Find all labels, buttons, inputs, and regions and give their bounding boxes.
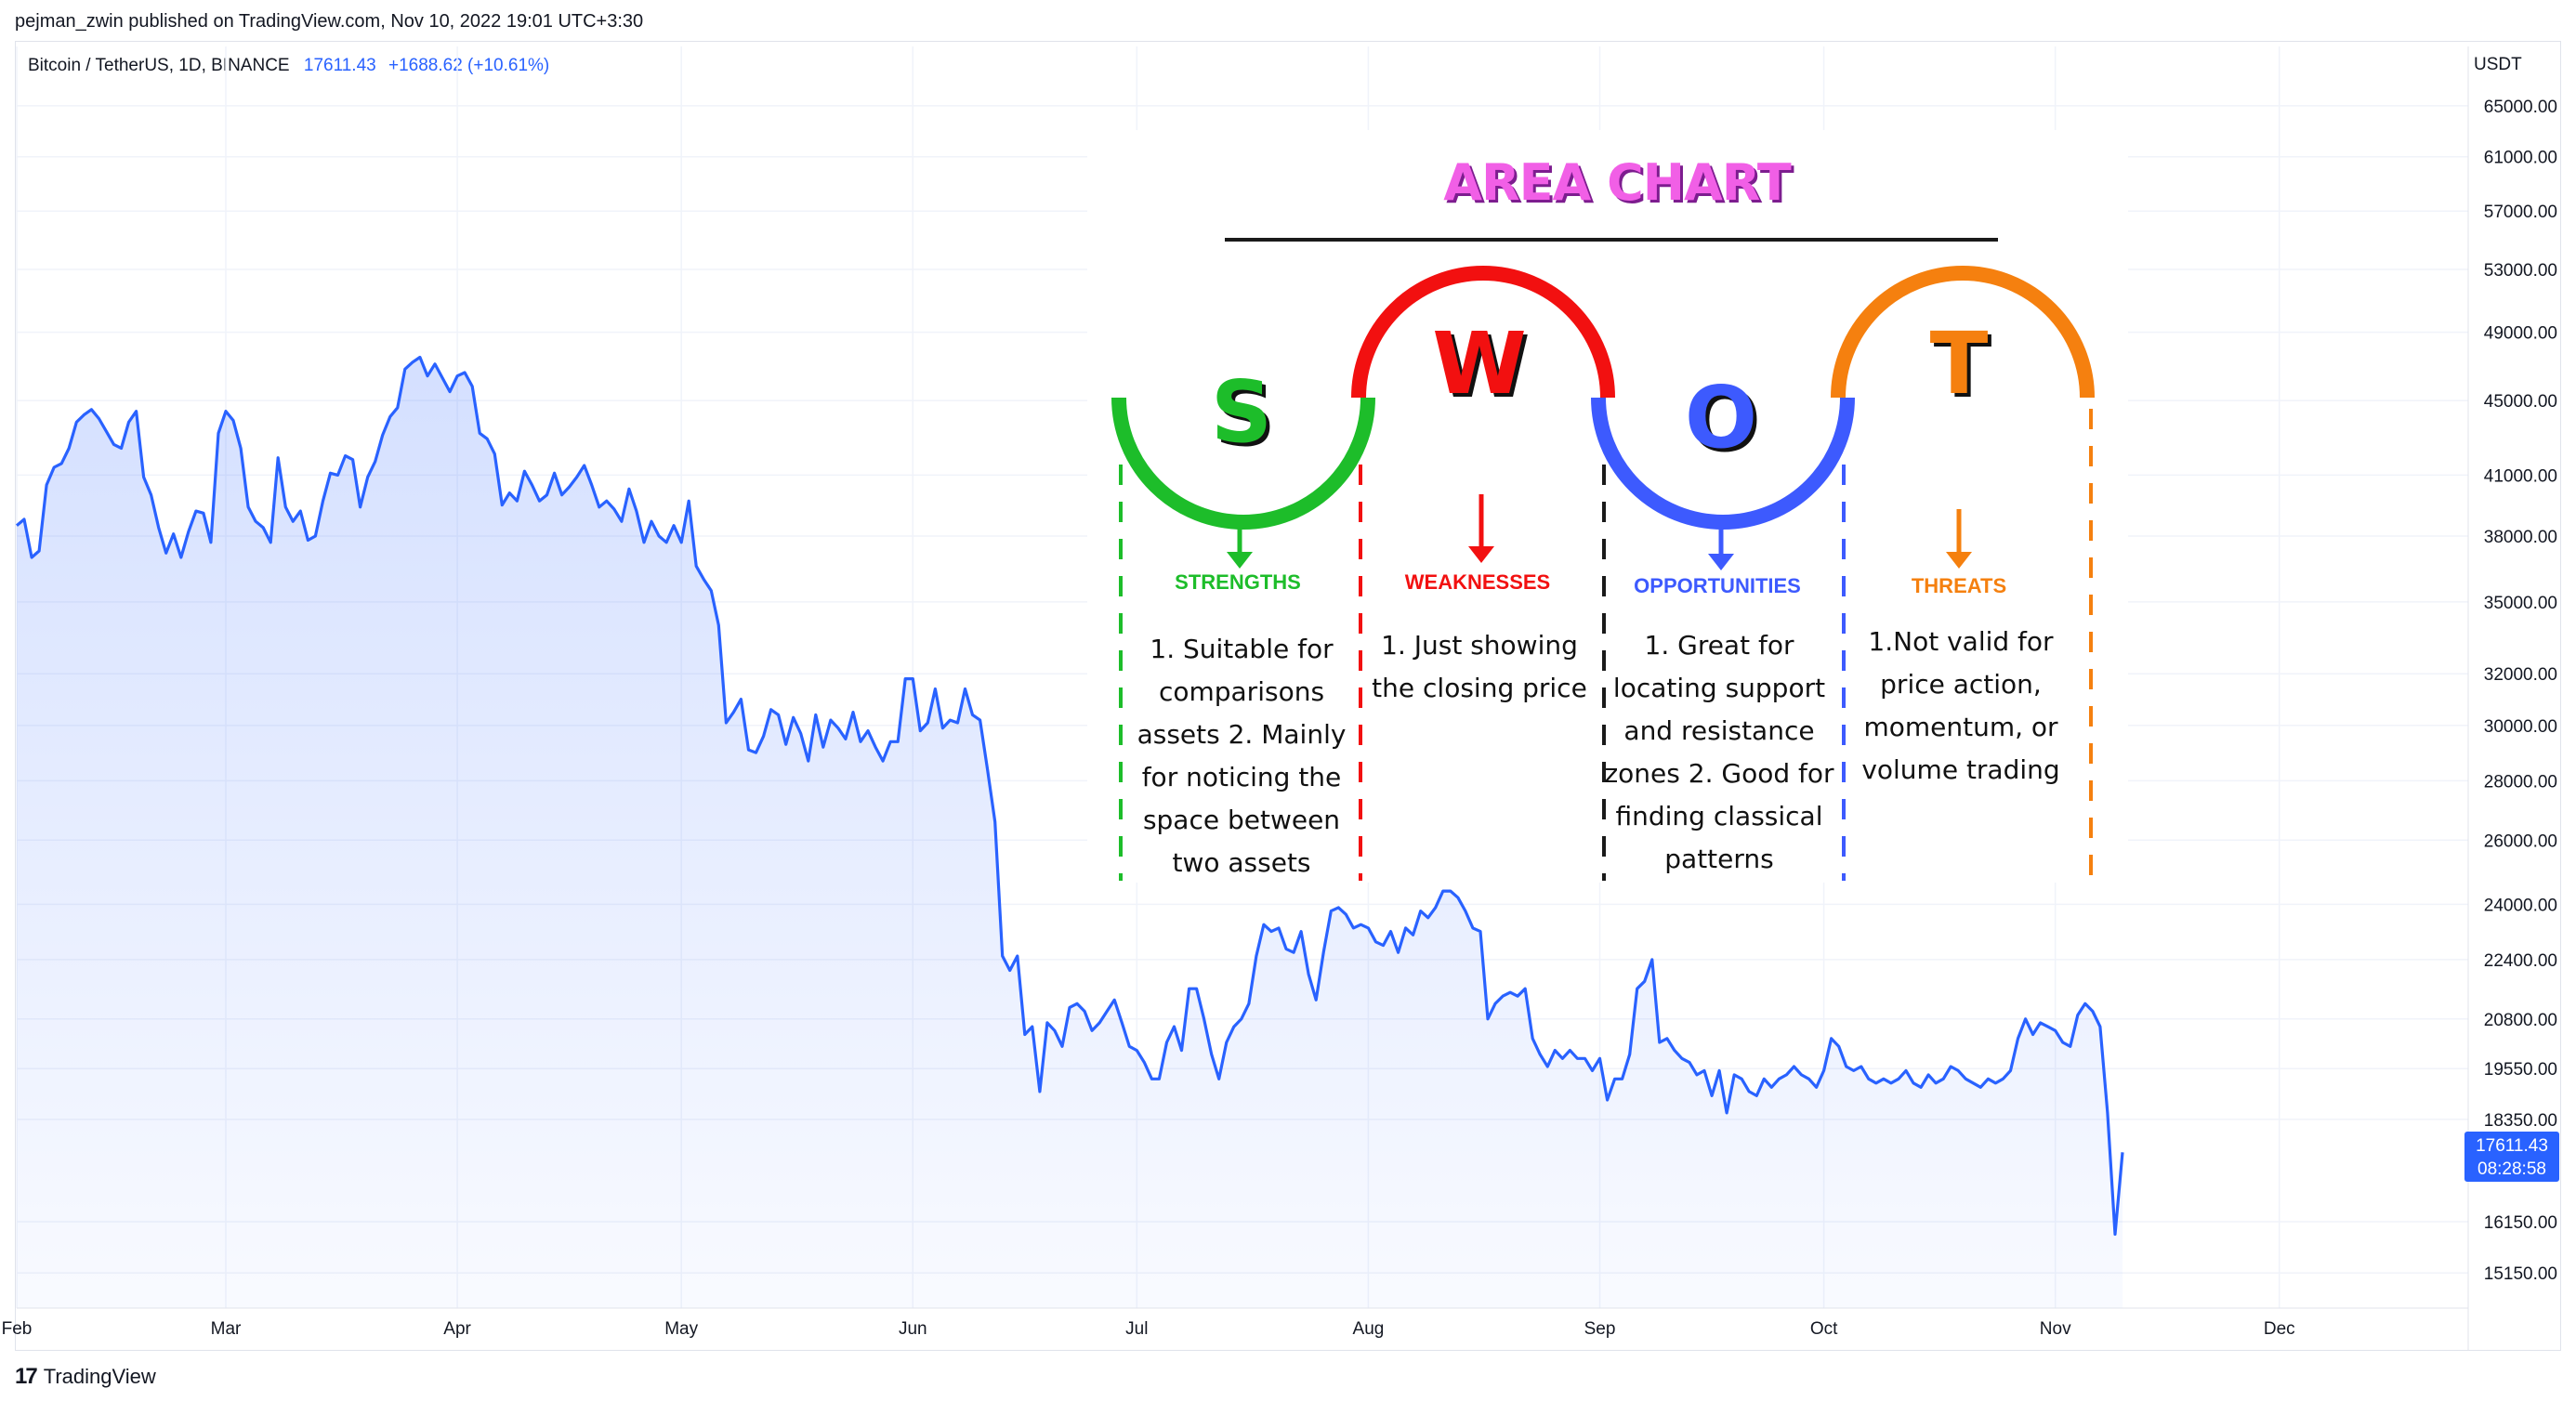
swot-title: AREA CHART [1443,153,1791,212]
x-tick-label: Apr [443,1319,471,1339]
arrow-head-icon [1227,552,1253,569]
tradingview-footer[interactable]: 17 TradingView [15,1364,156,1390]
chart-frame[interactable] [15,41,2561,1351]
swot-arc [1111,397,1375,530]
x-tick-label: Aug [1353,1319,1385,1339]
y-tick-label: 19550.00 [2484,1060,2557,1080]
y-tick-label: 24000.00 [2484,896,2557,915]
arrow-head-icon [1468,546,1494,563]
y-tick-label: 38000.00 [2484,528,2557,547]
swot-letter-s: S [1210,362,1273,462]
time-axis: Feb Mar Apr May Jun Jul Aug Sep Oct Nov Dec [2,1307,2468,1339]
y-tick-label: 57000.00 [2484,203,2557,222]
price-line [15,355,2124,1237]
opportunities-heading: OPPORTUNITIES [1634,574,1801,597]
x-tick-label: Feb [2,1319,33,1339]
price-change: +1688.62 (+10.61%) [388,56,550,75]
swot-letter-w: W [1432,314,1527,413]
y-tick-label: 15150.00 [2484,1264,2557,1284]
swot-arc [1831,266,2095,399]
bar-countdown: 08:28:58 [2477,1159,2546,1179]
last-price-value: 17611.43 [2476,1136,2548,1156]
threats-heading: THREATS [1911,574,2007,597]
y-tick-label: 61000.00 [2484,149,2557,168]
tradingview-logo-icon: 17 [15,1364,38,1389]
y-tick-label: 20800.00 [2484,1011,2557,1030]
y-tick-label: 53000.00 [2484,261,2557,281]
weaknesses-text: 1. Just showing the closing price [1372,630,1587,703]
axis-unit-label: USDT [2474,55,2522,74]
y-tick-label: 30000.00 [2484,717,2557,737]
price-axis: 65000.00 61000.00 57000.00 53000.00 49000.00… [2467,46,2557,1351]
arrow-head-icon [1946,552,1972,569]
x-tick-label: Oct [1810,1319,1838,1339]
y-tick-label: 28000.00 [2484,772,2557,792]
swot-letter-o: O [1684,368,1758,467]
x-tick-label: Jul [1125,1319,1148,1339]
publisher-info: pejman_zwin published on TradingView.com… [15,11,644,32]
x-tick-label: Jun [899,1319,927,1339]
x-tick-label: Mar [211,1319,242,1339]
arrow-head-icon [1708,554,1734,570]
x-tick-label: May [664,1319,698,1339]
price-area-fill [17,357,2123,1308]
tradingview-brand[interactable]: TradingView [43,1365,156,1388]
x-tick-label: Nov [2040,1319,2071,1339]
last-price-label: 17611.43 08:28:58 [2464,1132,2559,1182]
y-tick-label: 65000.00 [2484,98,2557,117]
y-tick-label: 41000.00 [2484,466,2557,486]
strengths-heading: STRENGTHS [1175,570,1301,594]
y-tick-label: 35000.00 [2484,594,2557,613]
y-tick-label: 22400.00 [2484,951,2557,971]
y-tick-label: 26000.00 [2484,831,2557,851]
strengths-text: 1. Suitable for comparisons assets 2. Main… [1137,634,1347,878]
opportunities-text: 1. Great for locating support and resistan… [1604,630,1834,874]
y-tick-label: 45000.00 [2484,392,2557,412]
symbol-title[interactable]: Bitcoin / TetherUS, 1D, BINANCE [28,56,290,75]
x-tick-label: Dec [2264,1319,2295,1339]
x-tick-label: Sep [1584,1319,1616,1339]
y-tick-label: 49000.00 [2484,324,2557,344]
swot-arc [1351,266,1615,399]
y-tick-label: 32000.00 [2484,665,2557,685]
swot-overlay-shapes [1087,130,2128,883]
symbol-legend[interactable]: Bitcoin / TetherUS, 1D, BINANCE 17611.43… [28,56,549,76]
last-price: 17611.43 [303,56,376,75]
swot-letter-t: T [1929,314,1989,413]
y-tick-label: 16150.00 [2484,1213,2557,1233]
y-tick-label: 18350.00 [2484,1111,2557,1131]
threats-text: 1.Not valid for price action, momentum, or… [1861,626,2060,785]
weaknesses-heading: WEAKNESSES [1404,570,1551,594]
swot-panel [1087,130,2128,883]
